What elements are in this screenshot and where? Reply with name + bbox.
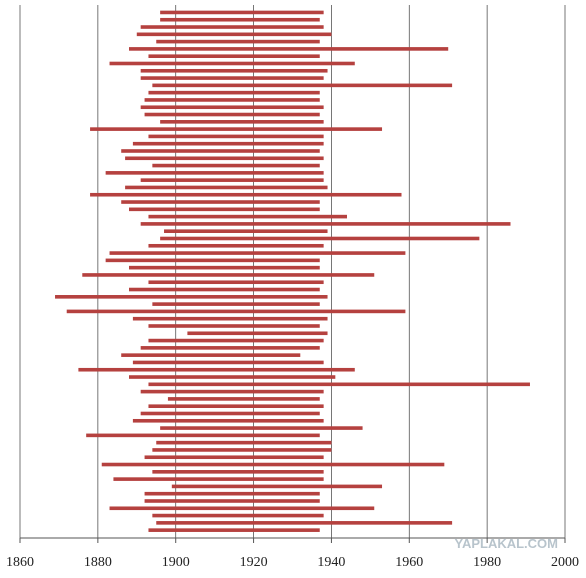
range-bar bbox=[187, 331, 328, 336]
range-bar bbox=[105, 258, 320, 263]
x-tick-label: 1880 bbox=[84, 555, 112, 570]
range-bar bbox=[101, 462, 445, 467]
range-bar bbox=[90, 192, 402, 197]
range-bar bbox=[148, 54, 320, 58]
range-bar bbox=[132, 418, 324, 423]
range-bar bbox=[129, 207, 320, 212]
range-bar bbox=[132, 360, 324, 365]
range-bar bbox=[125, 185, 328, 190]
range-bar bbox=[148, 134, 324, 139]
range-bar bbox=[86, 433, 320, 438]
range-bar bbox=[148, 90, 320, 95]
x-tick-label: 1940 bbox=[317, 555, 345, 570]
range-bar bbox=[140, 411, 320, 416]
range-bar bbox=[121, 200, 320, 204]
range-bar bbox=[156, 39, 320, 44]
range-bar bbox=[152, 302, 320, 306]
range-bar bbox=[171, 484, 383, 489]
range-bar bbox=[66, 309, 406, 314]
x-tick-label: 1960 bbox=[395, 555, 423, 570]
range-bar bbox=[148, 280, 324, 285]
range-bar bbox=[160, 10, 324, 15]
range-bar bbox=[164, 229, 328, 233]
range-bar bbox=[152, 83, 453, 88]
range-bar bbox=[148, 324, 320, 328]
range-bar bbox=[152, 163, 320, 168]
range-bar bbox=[140, 389, 324, 394]
range-bar bbox=[105, 171, 324, 175]
range-bar bbox=[156, 440, 332, 445]
range-bar bbox=[140, 178, 324, 182]
range-bar bbox=[160, 120, 324, 124]
range-bar bbox=[148, 382, 530, 387]
x-tick-label: 1920 bbox=[240, 555, 268, 570]
range-bar bbox=[140, 76, 324, 80]
range-bar bbox=[55, 295, 328, 299]
range-bar bbox=[121, 353, 301, 357]
range-bar bbox=[125, 156, 324, 161]
range-bar bbox=[78, 367, 355, 372]
range-bar bbox=[109, 61, 355, 66]
range-bar bbox=[136, 32, 332, 37]
range-bar bbox=[129, 375, 336, 379]
x-tick-label: 2000 bbox=[551, 555, 579, 570]
range-bar bbox=[82, 273, 375, 277]
range-bar bbox=[160, 426, 363, 430]
range-bar bbox=[148, 338, 324, 343]
range-bar bbox=[152, 470, 324, 474]
range-bar bbox=[160, 236, 480, 241]
watermark: YAPLAKAL.COM bbox=[454, 536, 558, 551]
range-bar bbox=[148, 214, 347, 219]
range-bar bbox=[132, 141, 324, 146]
range-bar bbox=[140, 105, 324, 110]
range-bar bbox=[144, 98, 320, 102]
range-bar bbox=[156, 521, 453, 525]
range-bar bbox=[152, 513, 324, 518]
range-bar bbox=[144, 491, 320, 496]
range-bar bbox=[167, 397, 320, 401]
range-bar bbox=[160, 17, 320, 22]
range-bar bbox=[140, 346, 320, 350]
range-bar bbox=[144, 112, 320, 117]
range-bar bbox=[148, 404, 324, 408]
range-bar bbox=[90, 127, 383, 131]
range-bar bbox=[121, 149, 320, 153]
range-bar bbox=[148, 528, 320, 532]
range-bar bbox=[148, 243, 324, 248]
range-bar bbox=[140, 25, 324, 29]
range-bar bbox=[129, 265, 320, 270]
range-bar bbox=[140, 68, 328, 73]
range-bar bbox=[109, 506, 375, 511]
range-bar bbox=[129, 287, 320, 292]
x-tick-label: 1980 bbox=[473, 555, 501, 570]
range-bar bbox=[132, 316, 328, 321]
x-tick-label: 1860 bbox=[6, 555, 34, 570]
range-bar bbox=[129, 47, 449, 51]
x-tick-label: 1900 bbox=[162, 555, 190, 570]
range-bar bbox=[144, 455, 324, 460]
range-bar bbox=[109, 251, 406, 255]
range-bar bbox=[113, 477, 324, 481]
range-bar bbox=[144, 499, 320, 503]
range-bar bbox=[152, 448, 332, 452]
range-bar bbox=[140, 222, 511, 226]
